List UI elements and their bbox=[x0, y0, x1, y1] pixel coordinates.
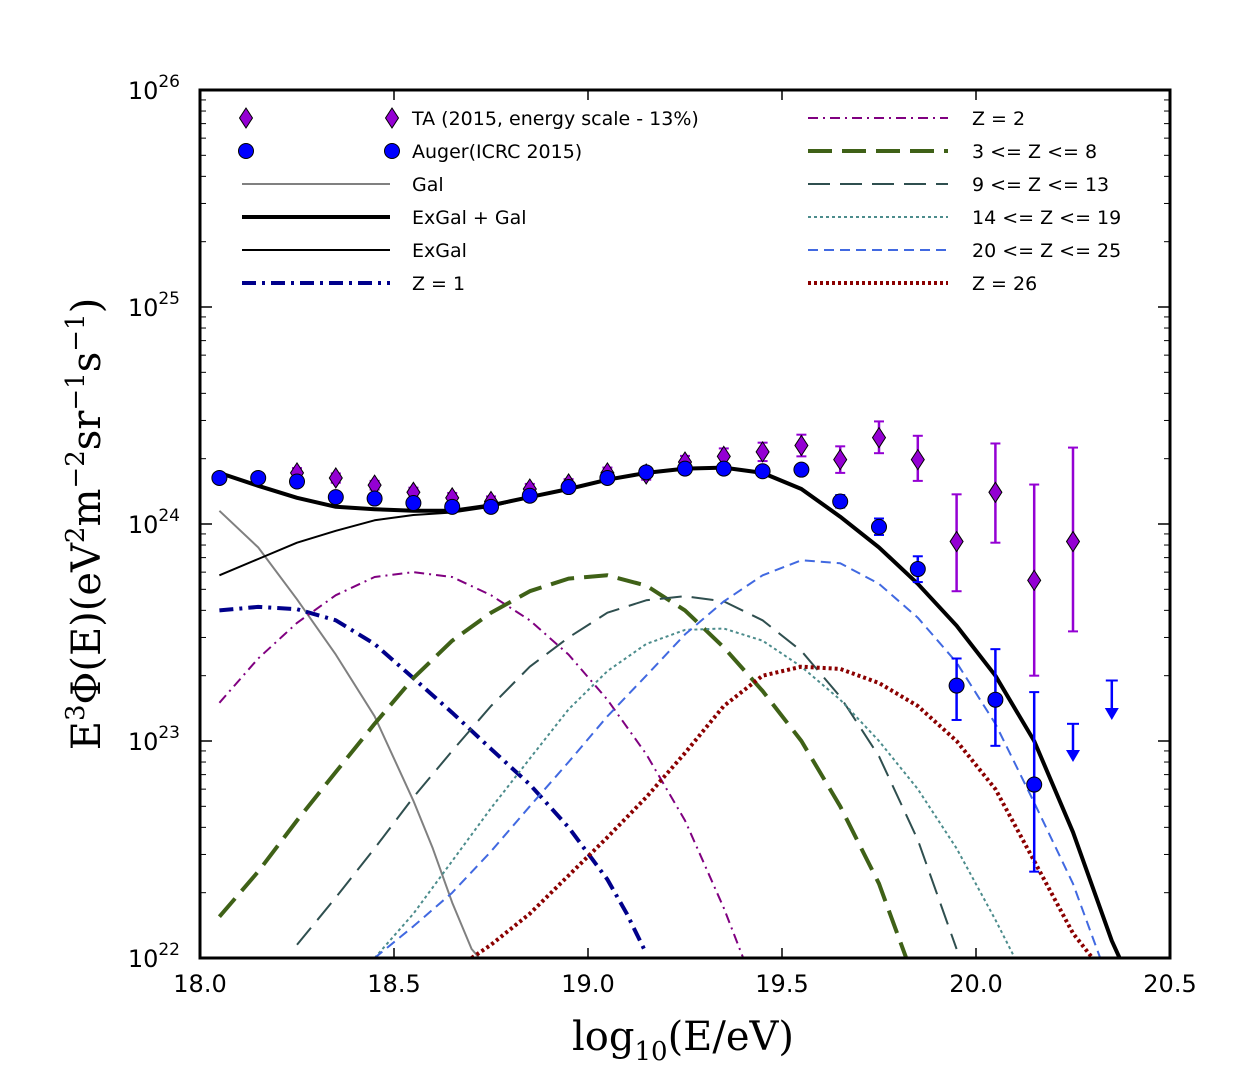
legend-exgal-label: ExGal bbox=[412, 240, 467, 262]
x-tick-label: 20.5 bbox=[1143, 970, 1196, 998]
legend-z-26-label: Z = 26 bbox=[972, 273, 1037, 295]
ta-point bbox=[1065, 530, 1081, 553]
ta-point bbox=[988, 481, 1003, 504]
auger-point bbox=[948, 677, 965, 694]
auger-point bbox=[1026, 776, 1043, 793]
legend-20-z-25-label: 20 <= Z <= 25 bbox=[972, 240, 1121, 262]
curve-z-26 bbox=[470, 664, 1094, 958]
auger-point bbox=[793, 461, 810, 478]
legend-z-1-label: Z = 1 bbox=[412, 273, 465, 295]
legend-9-z-13-label: 9 <= Z <= 13 bbox=[972, 174, 1109, 196]
auger-point bbox=[677, 460, 693, 477]
x-tick-label: 20.0 bbox=[949, 970, 1002, 998]
legend-ta-2015-energy-scale-13-marker bbox=[384, 107, 400, 129]
y-tick-label: 1026 bbox=[128, 72, 180, 105]
ta-point bbox=[871, 426, 887, 449]
auger-point bbox=[327, 489, 344, 506]
auger-point bbox=[832, 493, 849, 510]
x-tick-label: 19.0 bbox=[561, 970, 614, 998]
legend-auger-icrc-2015-label: Auger(ICRC 2015) bbox=[412, 141, 582, 163]
auger-point bbox=[638, 464, 655, 481]
legend: TA (2015, energy scale - 13%) Auger(ICRC … bbox=[238, 107, 1121, 295]
auger-point bbox=[444, 498, 461, 515]
ticks-layer: 18.0 18.5 19.0 19.5 20.0 20.5 1022 1023 1024 1025… bbox=[128, 72, 1197, 998]
legend-gal-label: Gal bbox=[412, 174, 444, 196]
auger-point bbox=[987, 691, 1004, 708]
auger-point bbox=[521, 487, 538, 504]
ta-point bbox=[910, 448, 925, 471]
legend-auger-icrc-2015-marker bbox=[238, 143, 254, 159]
curve-20-z-25 bbox=[373, 559, 1102, 958]
auger-point bbox=[715, 460, 732, 477]
auger-point bbox=[599, 469, 616, 486]
data-points-layer bbox=[211, 420, 1119, 873]
x-tick-label: 18.0 bbox=[173, 970, 226, 998]
auger-point bbox=[289, 473, 305, 490]
auger-point bbox=[483, 498, 499, 515]
auger-point bbox=[909, 561, 926, 578]
auger-point bbox=[754, 463, 771, 480]
legend-exgal-gal-label: ExGal + Gal bbox=[412, 207, 527, 229]
y-tick-label: 1024 bbox=[128, 506, 180, 539]
x-tick-label: 18.5 bbox=[367, 970, 420, 998]
legend-14-z-19-label: 14 <= Z <= 19 bbox=[972, 207, 1121, 229]
ta-point bbox=[1027, 569, 1042, 592]
legend-auger-icrc-2015-marker bbox=[384, 143, 400, 159]
ta-point bbox=[328, 467, 343, 489]
y-tick-label: 1022 bbox=[128, 940, 180, 973]
curve-3-z-8 bbox=[217, 573, 909, 958]
y-tick-label: 1025 bbox=[128, 289, 180, 322]
curve-9-z-13 bbox=[296, 595, 958, 950]
auger-point bbox=[405, 494, 422, 511]
curve-z-2 bbox=[218, 571, 745, 958]
auger-point bbox=[211, 469, 228, 486]
legend-3-z-8-label: 3 <= Z <= 8 bbox=[972, 141, 1097, 163]
ta-point bbox=[794, 434, 809, 457]
legend-ta-2015-energy-scale-13-label: TA (2015, energy scale - 13%) bbox=[411, 108, 699, 130]
auger-point bbox=[560, 479, 577, 496]
auger-upper-limit-arrow bbox=[1066, 750, 1080, 763]
ta-point bbox=[949, 530, 964, 553]
legend-ta-2015-energy-scale-13-marker bbox=[238, 107, 254, 129]
ta-point bbox=[833, 448, 848, 471]
curve-z-1 bbox=[219, 604, 648, 955]
curve-gal bbox=[218, 510, 481, 958]
x-tick-label: 19.5 bbox=[755, 970, 808, 998]
ta-point bbox=[755, 440, 770, 463]
auger-point bbox=[871, 518, 887, 535]
auger-point bbox=[250, 469, 267, 486]
y-axis-title: E3Φ(E)(eV2m−2sr−1s−1) bbox=[61, 298, 110, 750]
legend-z-2-label: Z = 2 bbox=[972, 108, 1025, 130]
auger-upper-limit-arrow bbox=[1104, 707, 1119, 720]
x-axis-title: log10(E/eV) bbox=[572, 1014, 794, 1067]
auger-point bbox=[366, 490, 383, 507]
y-axis-title-group: E3Φ(E)(eV2m−2sr−1s−1) bbox=[61, 298, 110, 750]
y-tick-label: 1023 bbox=[128, 723, 180, 756]
